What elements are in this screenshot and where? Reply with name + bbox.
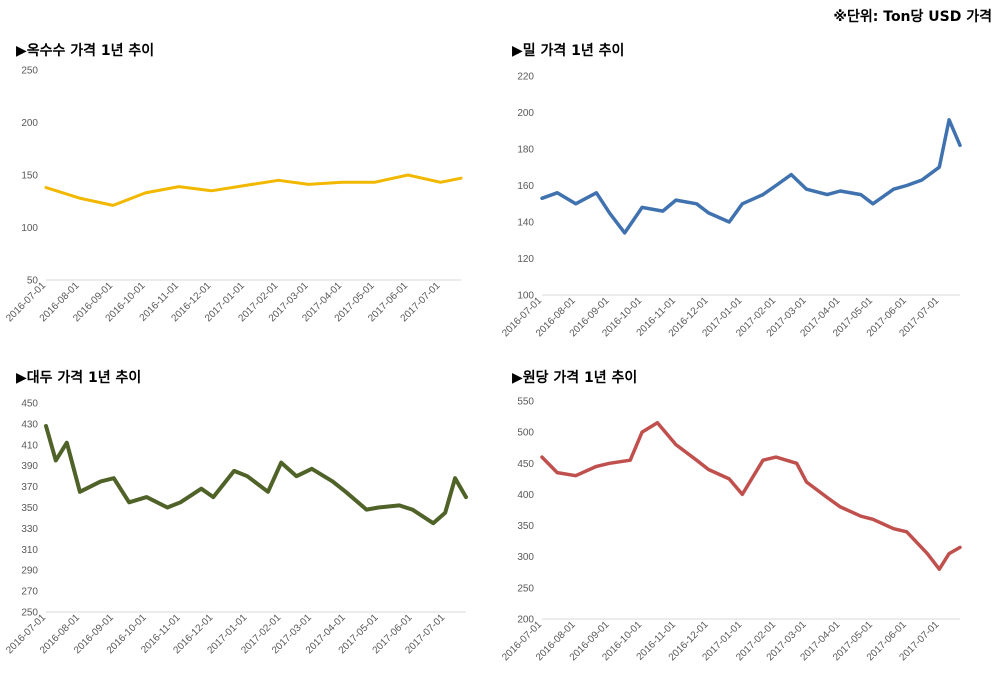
soy-y-tick-label: 310 — [21, 545, 38, 556]
wheat-y-tick-label: 120 — [517, 254, 534, 265]
sugar-y-tick-label: 300 — [517, 552, 534, 563]
wheat-y-tick-label: 140 — [517, 218, 534, 229]
sugar-y-tick-label: 250 — [517, 583, 534, 594]
soy-y-tick-label: 450 — [21, 399, 38, 410]
wheat-price-line — [540, 118, 962, 235]
soy-y-tick-label: 250 — [21, 608, 38, 619]
soy-y-tick-label: 390 — [21, 461, 38, 472]
wheat-y-tick-label: 220 — [517, 72, 534, 83]
soybean-price-chart: ▶대두 가격 1년 추이 250 270 290 310 330 350 370 390 410… — [4, 367, 486, 687]
corn-y-tick-label: 150 — [21, 171, 38, 182]
sugar-y-tick-label: 200 — [517, 615, 534, 626]
soy-y-tick-label: 350 — [21, 503, 38, 514]
sugar-chart-title: ▶원당 가격 1년 추이 — [512, 370, 638, 386]
soy-y-tick-label: 290 — [21, 566, 38, 577]
wheat-chart-title: ▶밀 가격 1년 추이 — [512, 43, 625, 59]
corn-y-tick-label: 250 — [21, 66, 38, 77]
soy-y-tick-label: 430 — [21, 419, 38, 430]
soy-y-tick-label: 270 — [21, 587, 38, 598]
sugar-price-line — [540, 421, 962, 571]
sugar-y-tick-label: 400 — [517, 490, 534, 501]
wheat-plot: 1001201401601802002202016-07-012016-08-0… — [500, 72, 962, 339]
corn-chart-title: ▶옥수수 가격 1년 추이 — [16, 43, 155, 59]
sugar-y-tick-label: 450 — [517, 459, 534, 470]
soy-y-tick-label: 370 — [21, 482, 38, 493]
wheat-y-tick-label: 160 — [517, 181, 534, 192]
sugar-price-chart: ▶원당 가격 1년 추이 200 250 300 350 400 450 500 550 201… — [500, 367, 982, 687]
sugar-y-tick-label: 500 — [517, 428, 534, 439]
corn-y-tick-label: 50 — [27, 276, 39, 287]
corn-price-chart: ▶옥수수 가격 1년 추이 50 100 150 200 250 2016-07-01 20… — [4, 40, 476, 340]
soybean-chart-title: ▶대두 가격 1년 추이 — [16, 370, 142, 386]
sugar-y-tick-label: 550 — [517, 397, 534, 408]
soy-price-line — [44, 424, 468, 526]
soy-y-tick-label: 330 — [21, 524, 38, 535]
sugar-y-tick-label: 350 — [517, 521, 534, 532]
corn-plot: 501001502002502016-07-012016-08-012016-0… — [4, 66, 463, 324]
wheat-y-tick-label: 180 — [517, 145, 534, 156]
sugar-plot: 2002503003504004505005502016-07-012016-0… — [500, 397, 962, 663]
wheat-y-tick-label: 100 — [517, 291, 534, 302]
wheat-price-chart: ▶밀 가격 1년 추이 100 120 140 160 180 200 220 2016-07… — [500, 40, 982, 340]
corn-y-tick-label: 200 — [21, 118, 38, 129]
corn-y-tick-label: 100 — [21, 223, 38, 234]
corn-price-line — [44, 173, 463, 207]
unit-note: ※단위: Ton당 USD 가격 — [833, 9, 992, 25]
soy-plot: 2502702903103303503703904104304502016-07… — [4, 399, 468, 656]
soy-y-tick-label: 410 — [21, 440, 38, 451]
wheat-y-tick-label: 200 — [517, 108, 534, 119]
